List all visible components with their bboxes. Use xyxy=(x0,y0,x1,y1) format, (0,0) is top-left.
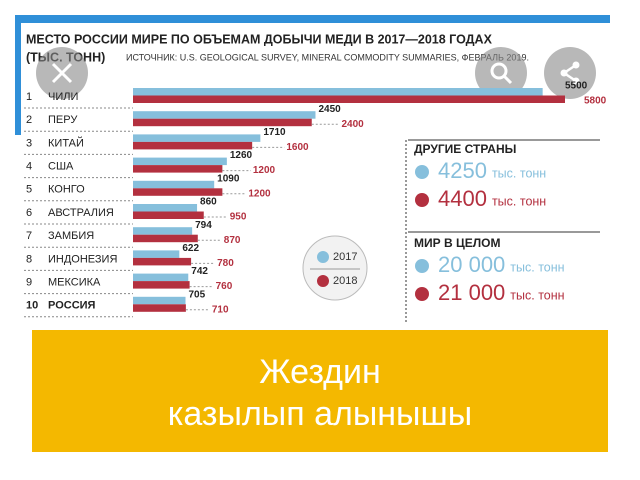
value-label: 1710 xyxy=(263,127,286,138)
bar xyxy=(133,95,565,103)
zoom-handle[interactable] xyxy=(502,74,513,85)
value-label: 2400 xyxy=(341,119,364,130)
value-label: 760 xyxy=(216,281,233,292)
value-label: 5800 xyxy=(584,96,607,107)
legend-label: 2017 xyxy=(333,251,357,263)
caption: Жездин казылып алынышы xyxy=(168,353,472,433)
bar xyxy=(133,227,193,235)
chart-source: ИСТОЧНИК: U.S. GEOLOGICAL SURVEY, MINERA… xyxy=(126,52,529,62)
panel-swatch xyxy=(415,165,429,179)
chart-title: МЕСТО РОССИИ МИРЕ ПО ОБЪЕМАМ ДОБЫЧИ МЕДИ… xyxy=(26,32,493,46)
rank-label: 2 xyxy=(26,114,32,126)
value-label: 5500 xyxy=(565,81,588,92)
category-label: КОНГО xyxy=(48,184,85,196)
legend-swatch xyxy=(317,251,329,263)
bar xyxy=(133,304,186,312)
bar xyxy=(133,180,215,189)
rank-label: 9 xyxy=(26,277,32,289)
value-label: 870 xyxy=(224,235,241,246)
value-label: 742 xyxy=(191,266,208,277)
value-label: 1600 xyxy=(286,142,309,153)
category-label: АВСТРАЛИЯ xyxy=(48,207,114,219)
category-label: ИНДОНЕЗИЯ xyxy=(48,253,117,265)
panel-swatch xyxy=(415,193,429,207)
share-button[interactable] xyxy=(544,47,596,99)
value-label: 860 xyxy=(200,197,217,208)
panel-value: 4250 xyxy=(438,158,487,183)
bar xyxy=(133,141,253,150)
legend-badge xyxy=(302,235,368,301)
share-dot[interactable] xyxy=(572,61,580,69)
category-label: КИТАЙ xyxy=(48,136,84,149)
bar xyxy=(133,165,223,173)
value-label: 1260 xyxy=(230,150,253,161)
bar xyxy=(133,111,316,119)
bar xyxy=(133,281,190,289)
value-label: 710 xyxy=(212,304,229,315)
panel-unit: тыс. тонн xyxy=(510,288,564,302)
value-label: 2450 xyxy=(318,104,341,115)
panel-swatch xyxy=(415,259,429,273)
bar xyxy=(133,118,312,127)
bar xyxy=(133,257,192,266)
category-label: ЧИЛИ xyxy=(48,91,78,103)
rank-label: 5 xyxy=(26,184,32,196)
rank-label: 4 xyxy=(26,161,32,173)
panel-unit: тыс. тонн xyxy=(492,166,546,180)
bar xyxy=(133,273,189,282)
panel-unit: тыс. тонн xyxy=(510,260,564,274)
value-label: 780 xyxy=(217,258,234,269)
zoom-icon[interactable] xyxy=(490,62,508,80)
bar xyxy=(133,188,223,196)
panel-title: МИР В ЦЕЛОМ xyxy=(414,236,500,250)
legend-label: 2018 xyxy=(333,275,357,287)
rank-label: 1 xyxy=(26,91,32,103)
caption-box xyxy=(32,330,608,452)
zoom-circle[interactable] xyxy=(475,47,527,99)
category-label: РОССИЯ xyxy=(48,300,96,312)
bar xyxy=(133,296,186,305)
share-circle[interactable] xyxy=(544,47,596,99)
bar xyxy=(133,204,198,212)
bar xyxy=(133,88,543,96)
value-label: 950 xyxy=(230,212,247,223)
legend-swatch xyxy=(317,275,329,287)
panel-value: 4400 xyxy=(438,186,487,211)
zoom-button[interactable] xyxy=(475,47,527,99)
rank-label: 6 xyxy=(26,207,32,219)
value-label: 622 xyxy=(182,243,199,254)
value-label: 794 xyxy=(195,220,212,231)
share-dot[interactable] xyxy=(572,77,580,85)
panel-unit: тыс. тонн xyxy=(492,194,546,208)
value-label: 1200 xyxy=(248,188,271,199)
value-label: 1090 xyxy=(217,173,240,184)
frame-top xyxy=(15,15,610,23)
value-label: 705 xyxy=(189,289,206,300)
frame-left xyxy=(15,15,21,135)
panel-value: 21 000 xyxy=(438,280,505,305)
rank-label: 3 xyxy=(26,137,32,149)
value-label: 1200 xyxy=(253,165,276,176)
rank-label: 8 xyxy=(26,253,32,265)
category-label: ПЕРУ xyxy=(48,114,78,126)
bar xyxy=(133,157,227,166)
category-label: ЗАМБИЯ xyxy=(48,230,94,242)
category-label: МЕКСИКА xyxy=(48,277,101,289)
bar xyxy=(133,250,180,258)
panel-value: 20 000 xyxy=(438,252,505,277)
bar xyxy=(133,134,261,142)
close-button[interactable] xyxy=(36,47,88,99)
rank-label: 10 xyxy=(26,300,38,312)
category-label: США xyxy=(48,161,74,173)
rank-label: 7 xyxy=(26,230,32,242)
bar xyxy=(133,234,198,243)
close-icon[interactable] xyxy=(51,62,73,84)
panel-swatch xyxy=(415,287,429,301)
panel-title: ДРУГИЕ СТРАНЫ xyxy=(414,142,516,156)
share-dot[interactable] xyxy=(560,69,568,77)
bar xyxy=(133,211,204,219)
